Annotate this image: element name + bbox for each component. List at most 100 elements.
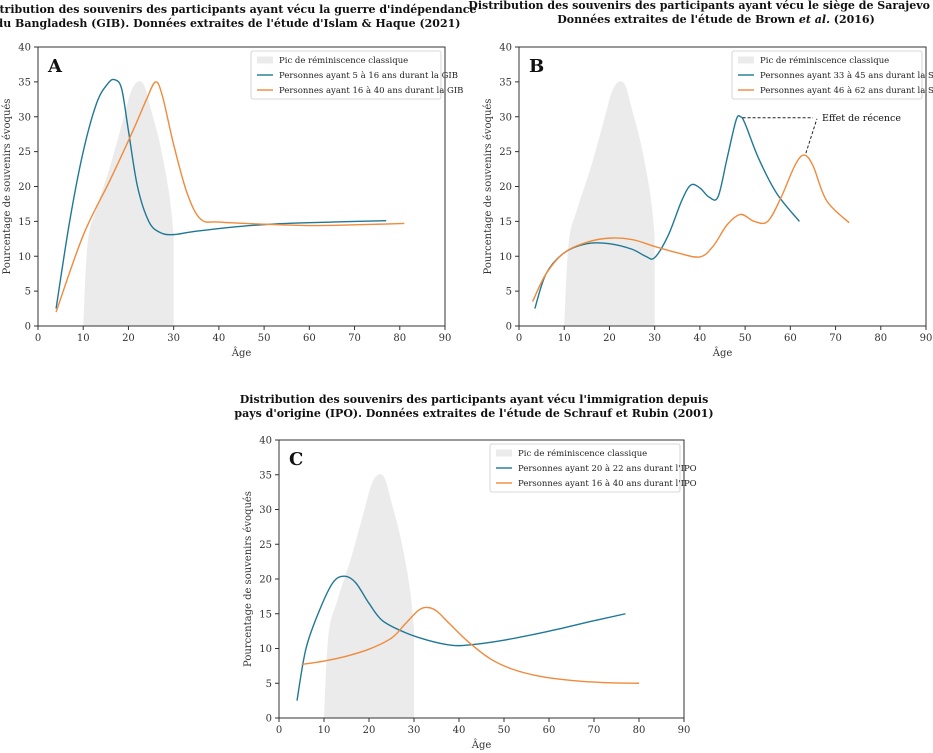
- panel-a-plot: 0 10 20 30 40 50 60 70 80 90 0 5 10 15 20 25 30 35 40 Âge Po…: [2, 43, 463, 360]
- panel-a-legend-box: [250, 50, 442, 100]
- panel-c-x-tick-label: 70: [588, 725, 601, 736]
- panel-b-x-tick-label: 10: [558, 333, 571, 344]
- panel-b-y-tick-label: 15: [499, 217, 512, 228]
- panel-b-x-tick-label: 40: [694, 333, 707, 344]
- panel-b-legend-peak-swatch: [738, 56, 754, 64]
- panel-a-series-line-2: [55, 81, 405, 313]
- panel-c-letter: C: [289, 449, 303, 470]
- panel-b-x-axis-label: Âge: [712, 347, 733, 359]
- panel-b-series-line-2: [531, 154, 850, 302]
- panel-c-x-tick-label: 20: [363, 725, 376, 736]
- panel-c-legend-label-3: Personnes ayant 16 à 40 ans durant l'IPO: [518, 478, 697, 489]
- panel-c-y-tick-label: 15: [259, 609, 272, 620]
- panel-c-y-tick-label: 10: [259, 644, 272, 655]
- panel-a-x-tick-label: 10: [77, 333, 90, 344]
- panel-a-reminiscence-peak-area: [83, 81, 174, 326]
- panel-a-series-line-1: [55, 78, 387, 309]
- panel-c-title-line-1: Distribution des souvenirs des participa…: [240, 393, 709, 406]
- panel-b-y-tick-label: 20: [499, 182, 512, 193]
- panel-c-x-tick-label: 50: [498, 725, 511, 736]
- panel-a-y-tick-label: 35: [18, 77, 31, 88]
- panel-c-x-tick-label: 90: [678, 725, 691, 736]
- panel-a: Distribution des souvenirs des participa…: [0, 3, 476, 359]
- panel-c-x-tick-label: 80: [633, 725, 646, 736]
- panel-c-y-tick-label: 25: [259, 540, 272, 551]
- panel-a-x-tick-label: 70: [348, 333, 361, 344]
- panel-c-y-tick-label: 5: [266, 679, 272, 690]
- panel-c-series-line-2: [301, 606, 640, 684]
- panel-c-y-tick-label: 40: [259, 436, 272, 447]
- panel-a-x-tick-label: 50: [258, 333, 271, 344]
- panel-a-y-tick-label: 40: [18, 43, 31, 54]
- panel-b-annotation-label: Effet de récence: [822, 113, 901, 124]
- panel-a-y-tick-label: 15: [18, 217, 31, 228]
- panel-c-x-tick-label: 30: [408, 725, 421, 736]
- panel-c-reminiscence-peak-area: [324, 474, 414, 718]
- panel-b-x-tick-label: 70: [829, 333, 842, 344]
- panel-c-x-axis-label: Âge: [471, 739, 492, 751]
- panel-c-legend-label-1: Pic de réminiscence classique: [518, 448, 647, 459]
- panel-b-legend-label-1: Pic de réminiscence classique: [760, 55, 889, 66]
- panel-a-x-axis-label: Âge: [231, 347, 252, 359]
- panel-c-y-axis-label: Pourcentage de souvenirs évoqués: [243, 491, 254, 667]
- panel-b-x-tick-label: 90: [920, 333, 933, 344]
- panel-c-x-tick-label: 60: [543, 725, 556, 736]
- panel-b-x-tick-label: 80: [874, 333, 887, 344]
- panel-b-plot: 0 10 20 30 40 50 60 70 80 90 0 5 10 15 20 25 30 35 40 Âge Po…: [483, 43, 933, 360]
- panel-c-y-tick-label: 35: [259, 470, 272, 481]
- panel-c-x-tick-label: 40: [453, 725, 466, 736]
- panel-c-plot: 0 10 20 30 40 50 60 70 80 90 0 5 10 15 20 25 30 35 40 Âge Po…: [243, 436, 697, 752]
- panel-b-y-tick-label: 0: [506, 322, 512, 333]
- panel-b-legend-box: [731, 50, 923, 100]
- panel-b-letter: B: [529, 56, 544, 77]
- panel-b: Distribution des souvenirs des participa…: [468, 0, 933, 359]
- panel-b-series-line-1: [534, 114, 800, 309]
- panel-b-title-year: (2016): [834, 13, 875, 26]
- panel-c-legend-label-2: Personnes ayant 20 à 22 ans durant l'IPO: [518, 463, 697, 474]
- panel-b-x-tick-label: 30: [648, 333, 661, 344]
- panel-b-title-text: Données extraites de l'étude de Brown: [557, 13, 795, 26]
- panel-a-letter: A: [47, 56, 63, 77]
- panel-a-legend-label-3: Personnes ayant 16 à 40 ans durant la GI…: [279, 85, 463, 96]
- panel-c-series-line-1: [296, 575, 626, 701]
- panel-a-legend-label-1: Pic de réminiscence classique: [279, 55, 408, 66]
- panel-a-y-tick-label: 20: [18, 182, 31, 193]
- panel-b-x-tick-label: 0: [516, 333, 522, 344]
- panel-a-y-tick-label: 5: [25, 287, 31, 298]
- panel-a-x-tick-label: 40: [213, 333, 226, 344]
- panel-c-x-tick-label: 0: [276, 725, 282, 736]
- panel-b-title-line-2: Données extraites de l'étude de Brown et…: [557, 13, 875, 26]
- panel-b-x-tick-label: 20: [603, 333, 616, 344]
- panel-c-legend-peak-swatch: [496, 449, 512, 457]
- panel-b-title-etal: et al.: [799, 13, 830, 26]
- panel-b-y-tick-label: 25: [499, 147, 512, 158]
- panel-b-y-tick-label: 35: [499, 77, 512, 88]
- panel-a-x-tick-label: 20: [122, 333, 135, 344]
- panel-a-y-tick-label: 0: [25, 322, 31, 333]
- panel-a-title-line-1: Distribution des souvenirs des participa…: [0, 3, 476, 16]
- panel-b-x-tick-label: 50: [739, 333, 752, 344]
- panel-c: Distribution des souvenirs des participa…: [234, 393, 713, 751]
- panel-b-y-tick-label: 5: [506, 287, 512, 298]
- panel-a-x-tick-label: 90: [439, 333, 452, 344]
- panel-c-y-tick-label: 30: [259, 505, 272, 516]
- panel-c-y-tick-label: 0: [266, 714, 272, 725]
- panel-c-legend-box: [489, 443, 681, 493]
- panel-a-y-tick-label: 30: [18, 112, 31, 123]
- panel-b-reminiscence-peak-area: [564, 81, 655, 326]
- panel-b-y-tick-label: 40: [499, 43, 512, 54]
- panel-a-x-tick-label: 80: [393, 333, 406, 344]
- panel-b-legend-label-3: Personnes ayant 46 à 62 ans durant la SS: [760, 85, 933, 96]
- panel-c-x-tick-label: 10: [318, 725, 331, 736]
- panel-a-x-tick-label: 30: [167, 333, 180, 344]
- panel-a-y-tick-label: 10: [18, 252, 31, 263]
- panel-b-y-axis-label: Pourcentage de souvenirs évoqués: [483, 99, 494, 275]
- panel-a-y-axis-label: Pourcentage de souvenirs évoqués: [2, 99, 13, 275]
- panel-a-title-line-2: du Bangladesh (GIB). Données extraites d…: [0, 17, 460, 30]
- panel-a-x-tick-label: 0: [35, 333, 41, 344]
- panel-b-y-tick-label: 10: [499, 252, 512, 263]
- panel-b-x-tick-label: 60: [784, 333, 797, 344]
- panel-b-title-line-1: Distribution des souvenirs des participa…: [468, 0, 933, 12]
- panel-a-legend-peak-swatch: [257, 56, 273, 64]
